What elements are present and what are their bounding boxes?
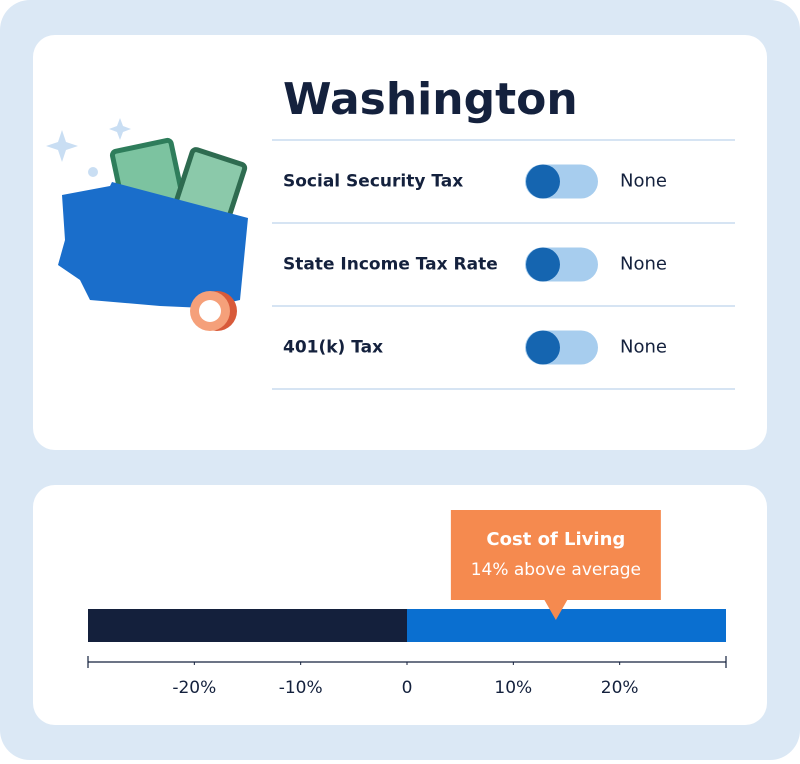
- marker-label: 14% above average: [471, 560, 641, 580]
- tax-label: Social Security Tax: [283, 172, 463, 192]
- x-tick-label: 20%: [601, 678, 639, 698]
- tax-value: None: [620, 254, 667, 275]
- marker-pointer: [543, 599, 568, 620]
- toggle-knob: [526, 164, 560, 199]
- scale-negative: [88, 609, 407, 642]
- tax-label: State Income Tax Rate: [283, 255, 498, 275]
- marker-title: Cost of Living: [486, 529, 625, 550]
- tax-value: None: [620, 171, 667, 192]
- tax-label: 401(k) Tax: [283, 338, 383, 358]
- toggle-knob: [526, 247, 560, 282]
- illustration: [46, 118, 248, 331]
- x-tick-label: -20%: [172, 678, 216, 698]
- x-tick-label: 10%: [494, 678, 532, 698]
- x-tick-label: -10%: [279, 678, 323, 698]
- toggle-knob: [526, 330, 560, 365]
- scale-positive: [407, 609, 726, 642]
- tax-value: None: [620, 337, 667, 358]
- marker-box: [450, 510, 661, 600]
- title: Washington: [283, 74, 578, 125]
- x-tick-label: 0: [402, 678, 413, 698]
